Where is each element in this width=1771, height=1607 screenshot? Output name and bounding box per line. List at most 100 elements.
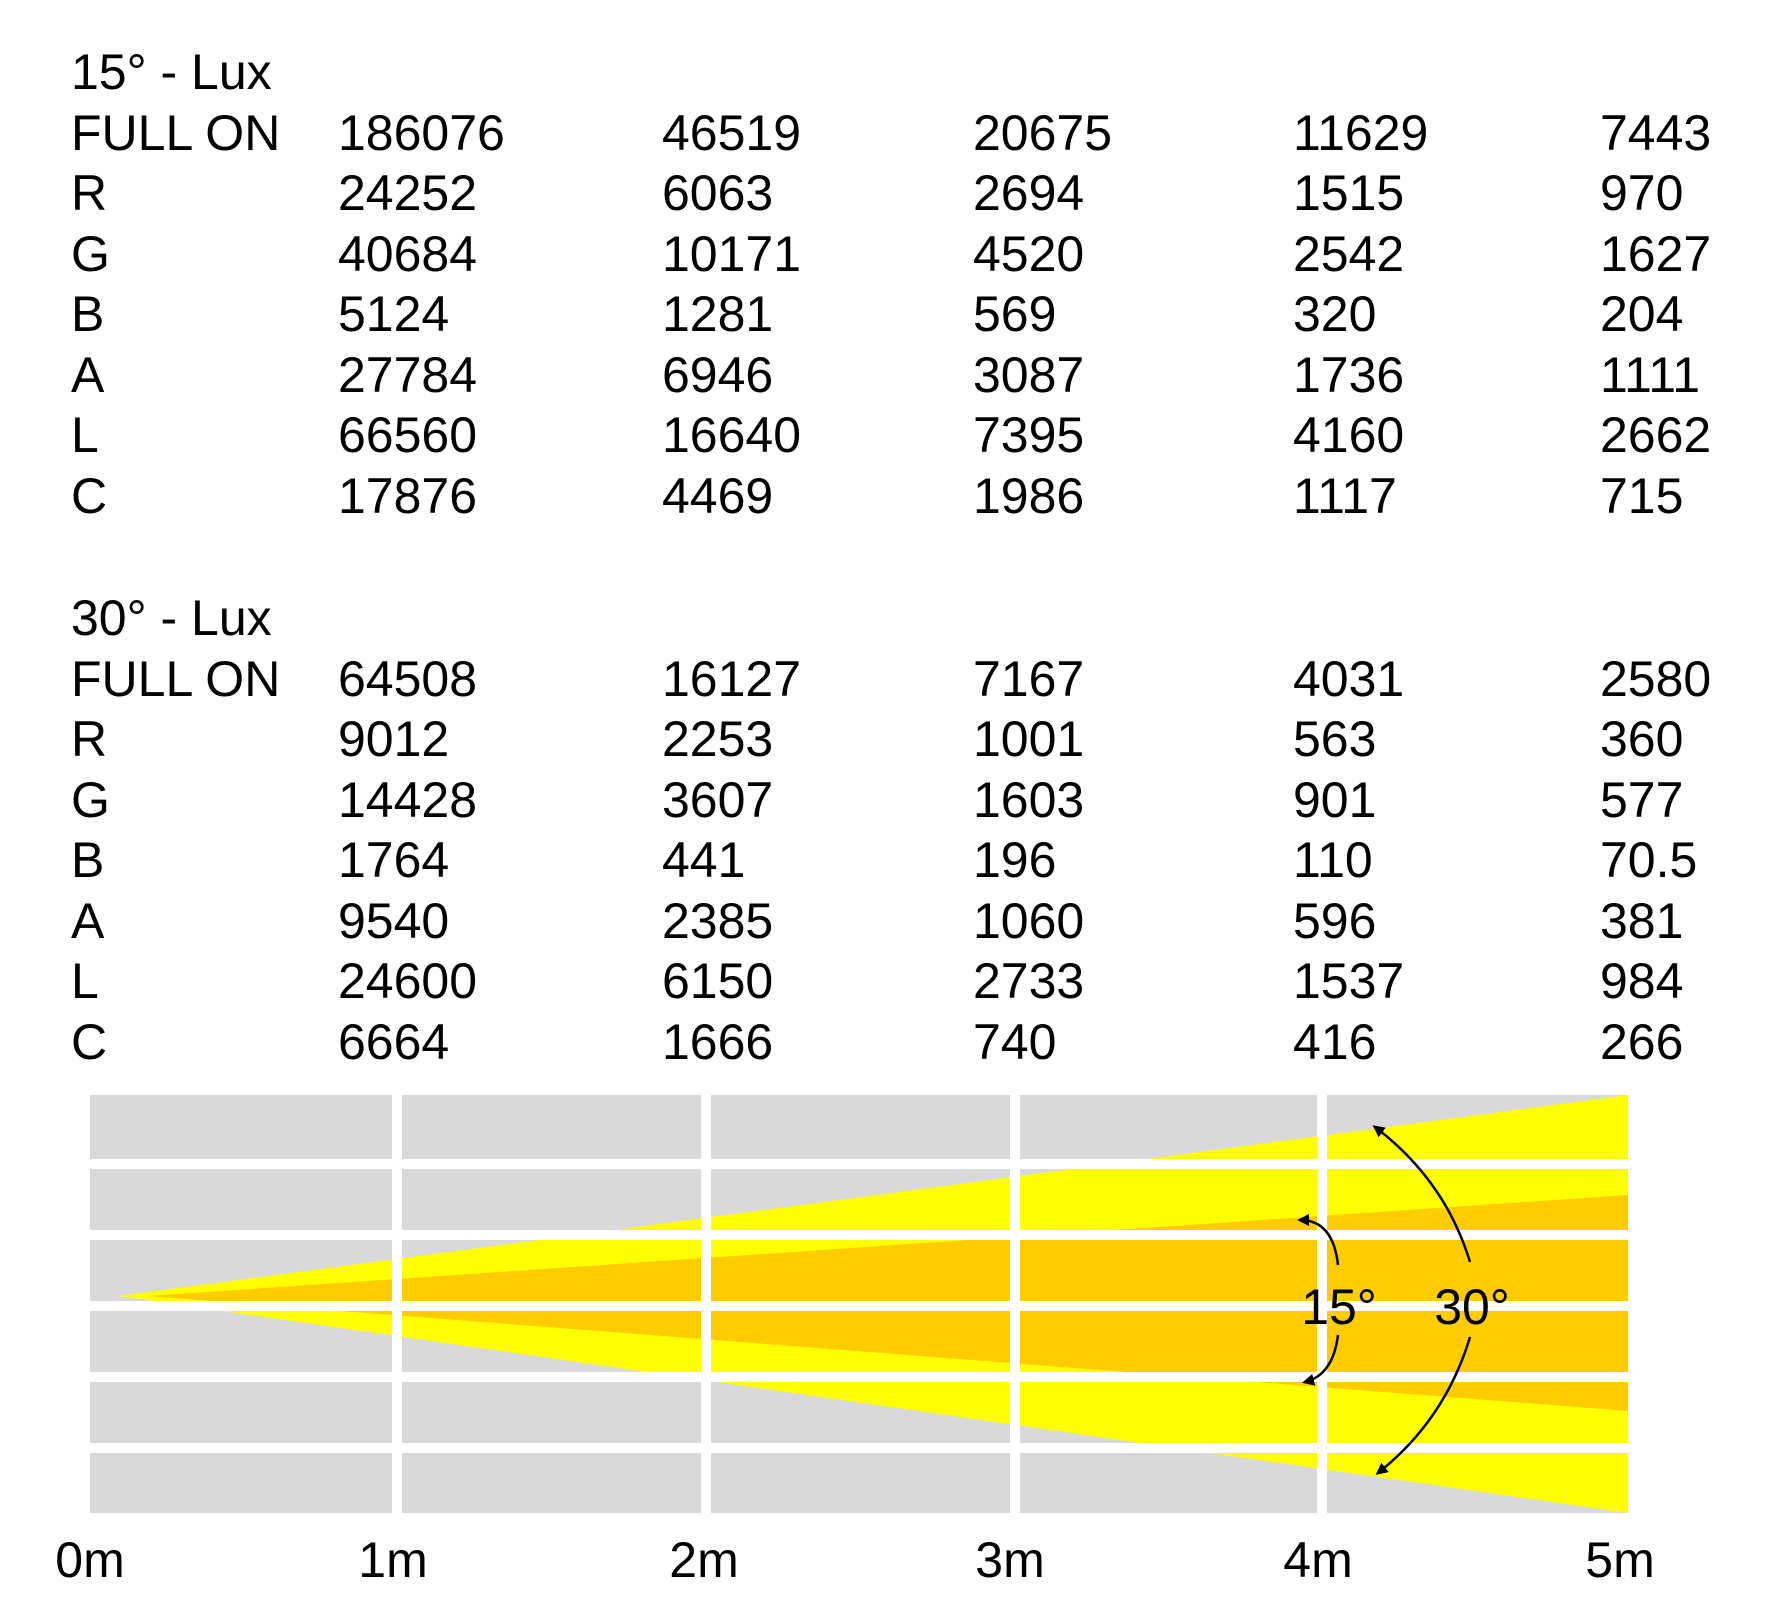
row-label: FULL ON	[71, 104, 281, 161]
lux-value-cell: 14428	[338, 771, 478, 828]
lux-value-cell: 563	[1293, 711, 1377, 767]
row-label: G	[71, 771, 110, 828]
angle-arrow-15	[1297, 1214, 1340, 1386]
lux-value-cell: 569	[973, 286, 1057, 342]
lux-value-cell: 1537	[1293, 953, 1405, 1009]
arrow-15-down	[1302, 1334, 1340, 1386]
lux-value-cell: 4160	[1293, 407, 1405, 463]
lux-value-cell: 1515	[1293, 165, 1405, 221]
lux-value-cell: 1736	[1293, 346, 1405, 403]
lux-value-cell: 70.5	[1600, 832, 1698, 888]
lux-value-cell: 40684	[338, 225, 478, 282]
lux-value-cell: 740	[973, 1013, 1057, 1070]
row-label: L	[71, 953, 99, 1009]
distance-label: 0m	[55, 1532, 125, 1588]
lux-value-cell: 3607	[662, 771, 774, 828]
lux-value-cell: 7167	[973, 650, 1085, 707]
lux-value-cell: 1001	[973, 711, 1085, 767]
lux-value-cell: 11629	[1293, 104, 1429, 161]
lux-value-cell: 2580	[1600, 650, 1712, 707]
lux-value-cell: 7395	[973, 407, 1085, 463]
distance-label: 2m	[669, 1532, 739, 1588]
lux-value-cell: 9012	[338, 711, 450, 767]
lux-value-cell: 24252	[338, 165, 478, 221]
lux-value-cell: 441	[662, 832, 746, 888]
lux-value-cell: 2385	[662, 892, 774, 949]
lux-value-cell: 360	[1600, 711, 1684, 767]
lux-value-cell: 16640	[662, 407, 802, 463]
lux-value-cell: 6063	[662, 165, 774, 221]
row-label: G	[71, 225, 110, 282]
row-label: C	[71, 467, 108, 524]
lux-value-cell: 20675	[973, 104, 1113, 161]
lux-value-cell: 320	[1293, 286, 1377, 342]
grid-lines	[90, 1095, 1628, 1513]
lux-value-cell: 5124	[338, 286, 450, 342]
lux-value-cell: 4520	[973, 225, 1085, 282]
lux-value-cell: 17876	[338, 467, 478, 524]
distance-label: 3m	[975, 1532, 1045, 1588]
arrow-30-down	[1375, 1336, 1472, 1475]
lux-value-cell: 2253	[662, 711, 774, 767]
lux-value-cell: 2694	[973, 165, 1085, 221]
grid-divider-horizontal	[90, 1159, 1628, 1169]
distance-label: 5m	[1585, 1532, 1655, 1588]
lux-value-cell: 381	[1600, 892, 1684, 949]
row-label: FULL ON	[71, 650, 281, 707]
lux-value-cell: 46519	[662, 104, 802, 161]
lux-value-cell: 4469	[662, 467, 774, 524]
row-label: R	[71, 711, 108, 767]
grid-divider-horizontal	[90, 1301, 1628, 1311]
lux-value-cell: 110	[1293, 832, 1373, 888]
lux-value-cell: 2542	[1293, 225, 1405, 282]
angle-arrow-30	[1372, 1125, 1472, 1475]
table-title: 30° - Lux	[71, 590, 272, 646]
distance-label: 1m	[358, 1532, 428, 1588]
lux-value-cell: 3087	[973, 346, 1085, 403]
lux-value-cell: 6150	[662, 953, 774, 1009]
grid-divider-horizontal	[90, 1230, 1628, 1240]
lux-value-cell: 266	[1600, 1013, 1684, 1070]
grid-divider-horizontal	[90, 1443, 1628, 1453]
lux-value-cell: 27784	[338, 346, 478, 403]
row-label: B	[71, 286, 105, 342]
lux-value-cell: 1060	[973, 892, 1085, 949]
lux-value-cell: 970	[1600, 165, 1684, 221]
lux-value-cell: 984	[1600, 953, 1684, 1009]
lux-value-cell: 577	[1600, 771, 1684, 828]
row-label: A	[71, 892, 105, 949]
angle-label-15: 15°	[1301, 1279, 1377, 1335]
row-label: A	[71, 346, 105, 403]
lux-value-cell: 1986	[973, 467, 1085, 524]
lux-value-cell: 1281	[662, 286, 774, 342]
lux-value-cell: 596	[1293, 892, 1377, 949]
arrow-15-up	[1297, 1214, 1340, 1266]
lux-value-cell: 2662	[1600, 407, 1712, 463]
lux-value-cell: 4031	[1293, 650, 1405, 707]
row-label: L	[71, 407, 99, 463]
lux-value-cell: 64508	[338, 650, 478, 707]
lux-value-cell: 1603	[973, 771, 1085, 828]
lux-value-cell: 1117	[1293, 467, 1397, 524]
lux-value-cell: 1666	[662, 1013, 774, 1070]
row-label: B	[71, 832, 105, 888]
lux-value-cell: 204	[1600, 286, 1684, 342]
lux-value-cell: 24600	[338, 953, 478, 1009]
lux-value-cell: 196	[973, 832, 1057, 888]
lux-value-cell: 1111	[1600, 346, 1701, 403]
lux-value-cell: 9540	[338, 892, 450, 949]
lux-value-cell: 715	[1600, 467, 1684, 524]
table-title: 15° - Lux	[71, 44, 272, 100]
lux-value-cell: 2733	[973, 953, 1085, 1009]
lux-value-cell: 1764	[338, 832, 450, 888]
lux-value-cell: 7443	[1600, 104, 1712, 161]
lux-value-cell: 10171	[662, 225, 802, 282]
lux-value-cell: 16127	[662, 650, 802, 707]
angle-label-30: 30°	[1434, 1279, 1510, 1335]
lux-value-cell: 901	[1293, 771, 1377, 828]
row-label: C	[71, 1013, 108, 1070]
lux-value-cell: 66560	[338, 407, 478, 463]
grid-divider-horizontal	[90, 1372, 1628, 1382]
